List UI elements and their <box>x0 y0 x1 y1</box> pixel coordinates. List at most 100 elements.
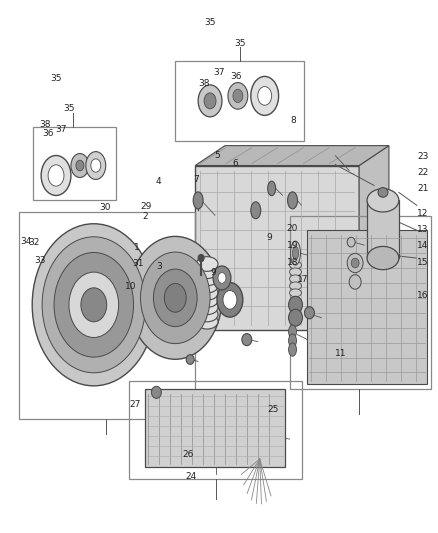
Ellipse shape <box>289 325 297 338</box>
Ellipse shape <box>258 86 272 105</box>
Ellipse shape <box>193 192 203 209</box>
Text: 29: 29 <box>141 202 152 211</box>
Polygon shape <box>195 146 389 166</box>
Ellipse shape <box>91 159 101 172</box>
Text: 27: 27 <box>130 400 141 409</box>
Ellipse shape <box>164 284 186 312</box>
Text: 36: 36 <box>230 72 241 81</box>
Text: 15: 15 <box>417 258 428 266</box>
Bar <box>33 127 116 200</box>
Bar <box>307 230 427 384</box>
Ellipse shape <box>196 264 218 279</box>
Text: 35: 35 <box>63 104 74 114</box>
Text: 14: 14 <box>417 241 428 250</box>
Ellipse shape <box>290 275 301 283</box>
Ellipse shape <box>76 160 84 171</box>
Ellipse shape <box>41 156 71 196</box>
Ellipse shape <box>196 293 218 308</box>
Ellipse shape <box>196 286 218 300</box>
Ellipse shape <box>251 76 279 115</box>
Text: 35: 35 <box>50 74 62 83</box>
Bar <box>129 382 303 479</box>
Ellipse shape <box>196 300 218 314</box>
Ellipse shape <box>347 253 363 273</box>
Text: 2: 2 <box>143 212 148 221</box>
Ellipse shape <box>48 165 64 186</box>
Ellipse shape <box>218 272 226 283</box>
Text: 21: 21 <box>417 183 428 192</box>
Text: 16: 16 <box>417 291 428 300</box>
Text: 6: 6 <box>232 159 238 167</box>
Ellipse shape <box>228 83 248 109</box>
Ellipse shape <box>289 334 297 348</box>
Ellipse shape <box>152 386 161 398</box>
Ellipse shape <box>141 252 210 344</box>
Text: 34: 34 <box>21 237 32 246</box>
Text: 36: 36 <box>42 130 53 139</box>
Ellipse shape <box>378 188 388 197</box>
Text: 37: 37 <box>55 125 67 134</box>
Text: 12: 12 <box>417 209 428 218</box>
Ellipse shape <box>32 224 155 386</box>
Ellipse shape <box>129 237 222 359</box>
Ellipse shape <box>54 253 134 357</box>
Ellipse shape <box>69 272 119 337</box>
Ellipse shape <box>204 93 216 109</box>
Ellipse shape <box>186 354 194 365</box>
Ellipse shape <box>198 254 204 262</box>
Ellipse shape <box>86 151 106 180</box>
Text: 7: 7 <box>193 174 199 183</box>
Polygon shape <box>359 146 389 330</box>
Ellipse shape <box>367 246 399 270</box>
Text: 28: 28 <box>85 326 96 335</box>
Text: 31: 31 <box>132 260 144 268</box>
Text: 9: 9 <box>267 233 272 242</box>
Ellipse shape <box>42 237 145 373</box>
Ellipse shape <box>217 282 243 317</box>
Bar <box>19 212 195 419</box>
Ellipse shape <box>268 181 276 196</box>
Ellipse shape <box>290 261 301 269</box>
Bar <box>145 389 285 467</box>
Ellipse shape <box>233 89 243 102</box>
Ellipse shape <box>290 241 300 265</box>
Ellipse shape <box>304 306 314 319</box>
Text: 38: 38 <box>39 120 51 130</box>
Text: 9: 9 <box>210 268 216 277</box>
Ellipse shape <box>347 237 355 247</box>
Ellipse shape <box>290 282 301 290</box>
Text: 38: 38 <box>198 79 210 88</box>
Text: 5: 5 <box>215 151 220 160</box>
Ellipse shape <box>242 334 252 346</box>
Text: 4: 4 <box>156 177 162 186</box>
Ellipse shape <box>290 268 301 276</box>
Ellipse shape <box>351 258 359 268</box>
Ellipse shape <box>196 271 218 286</box>
Text: 8: 8 <box>291 116 297 125</box>
Ellipse shape <box>289 343 297 356</box>
Text: 37: 37 <box>214 68 225 77</box>
Ellipse shape <box>71 154 89 177</box>
Bar <box>175 61 304 141</box>
Ellipse shape <box>198 85 222 117</box>
Ellipse shape <box>81 288 107 322</box>
Text: 18: 18 <box>286 258 298 266</box>
Ellipse shape <box>349 274 361 289</box>
Text: 20: 20 <box>286 224 298 233</box>
Ellipse shape <box>293 246 298 260</box>
Ellipse shape <box>153 269 197 327</box>
Text: 10: 10 <box>125 282 137 291</box>
Text: 33: 33 <box>34 256 46 265</box>
Bar <box>367 200 399 258</box>
Ellipse shape <box>196 278 218 293</box>
Text: 22: 22 <box>417 167 428 176</box>
Text: 11: 11 <box>335 350 346 359</box>
Ellipse shape <box>251 202 261 219</box>
Ellipse shape <box>289 309 303 326</box>
Text: 30: 30 <box>99 203 111 212</box>
Text: 35: 35 <box>205 18 216 27</box>
Text: 13: 13 <box>417 225 428 234</box>
Text: 23: 23 <box>417 152 428 161</box>
Text: 3: 3 <box>156 262 162 271</box>
Ellipse shape <box>290 289 301 297</box>
